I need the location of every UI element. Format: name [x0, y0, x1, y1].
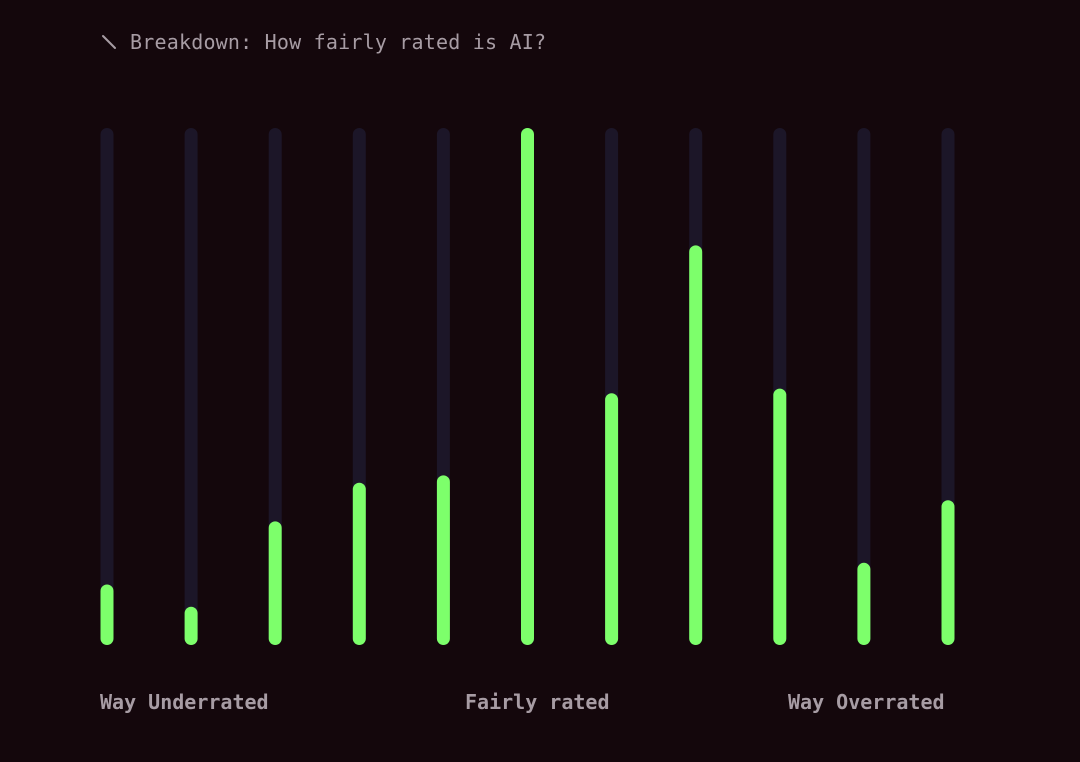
diagonal-slash-icon: [100, 33, 118, 51]
bar-7: [689, 245, 703, 645]
scale-label-way-underrated: Way Underrated: [100, 690, 269, 714]
bar-5: [521, 128, 534, 645]
bar-track-9: [857, 128, 871, 645]
bar-0: [100, 584, 114, 645]
bar-track-1: [184, 128, 198, 645]
bar-2: [268, 521, 282, 645]
chart-title: Breakdown: How fairly rated is AI?: [130, 30, 547, 54]
bar-3: [352, 482, 366, 645]
chart-header: Breakdown: How fairly rated is AI?: [100, 28, 546, 56]
bar-1: [184, 606, 198, 645]
bar-9: [857, 562, 871, 645]
bar-10: [941, 500, 955, 645]
bar-track-2: [268, 128, 282, 645]
bar-4: [436, 475, 450, 645]
bar-6: [605, 393, 619, 645]
bar-8: [773, 388, 787, 645]
scale-label-fairly-rated: Fairly rated: [465, 690, 610, 714]
scale-label-way-overrated: Way Overrated: [788, 690, 945, 714]
bar-track-0: [100, 128, 114, 645]
